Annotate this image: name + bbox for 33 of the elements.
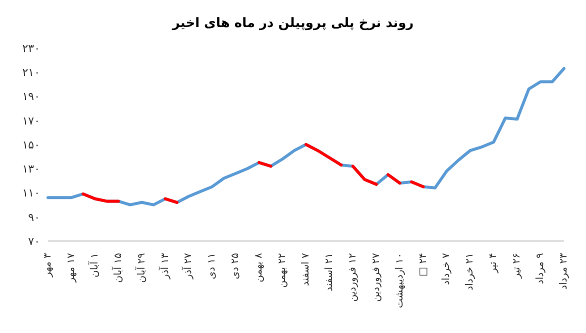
x-tick-label: ۲۴ □: [418, 253, 429, 276]
x-tick-label: ۳ مهر: [42, 252, 54, 278]
y-tick-label: ۲۳۰: [22, 42, 40, 55]
x-tick-label: ۲۳ مرداد: [558, 252, 570, 290]
x-tick-label: ۸ بهمن: [254, 252, 265, 282]
x-tick-label: ۹ مرداد: [535, 253, 546, 284]
x-tick-label: ۲۹ آبان: [134, 253, 148, 283]
x-tick-label: ۷ خرداد: [441, 252, 452, 285]
y-tick-label: ۱۹۰: [22, 90, 40, 104]
y-tick-label: ۱۱۰: [22, 186, 40, 200]
x-tick-label: ۲۷ آذر: [181, 252, 194, 280]
y-tick-label: ۱۳۰: [22, 162, 40, 176]
x-tick-label: ۱۲ فروردین: [347, 253, 358, 302]
y-tick-label: ۹۰: [28, 210, 40, 224]
x-tick-label: ۲۲ بهمن: [277, 253, 288, 288]
x-tick-label: ۱۰ اردیبهشت: [394, 253, 406, 308]
y-tick-label: ۷۰: [28, 234, 40, 248]
x-tick-label: ۲۱ اسفند: [324, 253, 335, 292]
x-tick-label: ۲۵ دی: [230, 253, 242, 280]
y-tick-label: ۲۱۰: [22, 66, 40, 80]
x-tick-label: ۱۷ مهر: [66, 252, 77, 284]
x-tick-label: ۲۱ خرداد: [464, 253, 476, 290]
x-tick-label: ۴ تیر: [488, 253, 500, 274]
x-tick-label: ۱ آبان: [87, 253, 100, 278]
chart-title: روند نرخ پلی پروپیلن در ماه های اخیر: [170, 15, 415, 33]
y-tick-label: ۱۷۰: [22, 114, 40, 128]
x-tick-label: ۱۳ آذر: [158, 252, 171, 280]
x-tick-label: ۱۵ آبان: [110, 253, 124, 283]
x-tick-label: ۷ اسفند: [300, 252, 312, 286]
x-tick-label: ۲۷ فروردین: [370, 252, 382, 302]
x-tick-label: ۲۶ تیر: [512, 253, 523, 280]
x-tick-label: ۱۱ دی: [206, 253, 218, 280]
y-tick-label: ۱۵۰: [22, 138, 40, 152]
